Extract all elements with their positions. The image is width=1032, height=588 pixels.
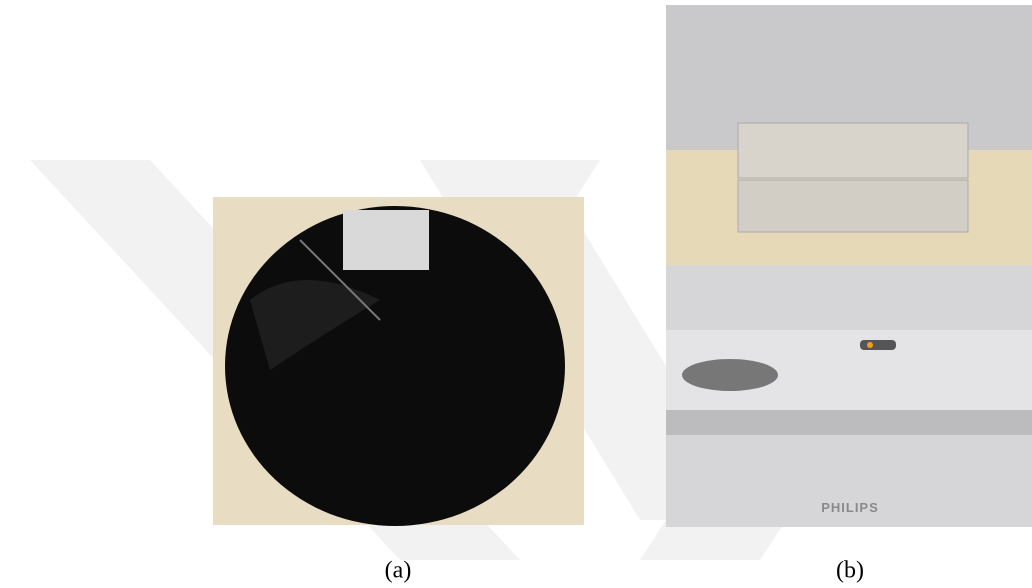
figure: PHILIPS (a) (b) [0,0,1032,588]
caption: (b) [836,558,864,584]
photo-b: PHILIPS [666,5,1032,527]
caption: (a) [385,558,412,584]
page: PHILIPS (a) (b) [0,0,1032,588]
brand-text: PHILIPS [821,500,879,515]
photo-a [213,197,584,526]
